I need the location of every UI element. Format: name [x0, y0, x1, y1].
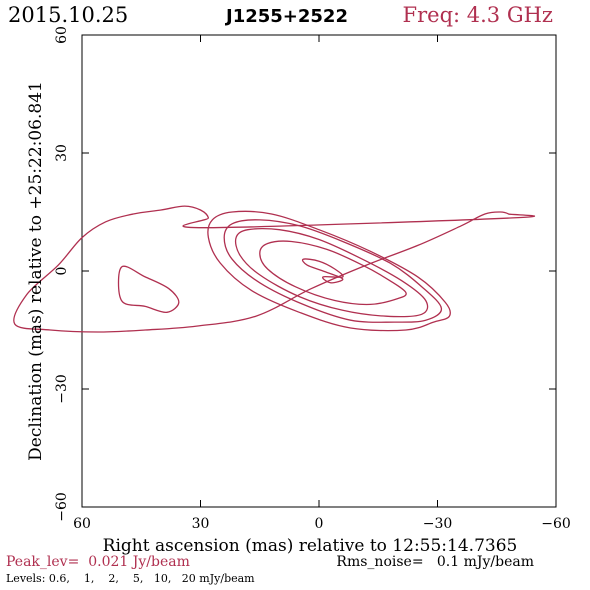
x-tick-label: −60: [541, 516, 571, 532]
contour-lines: [13, 205, 535, 333]
contour-line: [301, 258, 344, 284]
y-tick-label: 0: [54, 267, 70, 276]
rms-noise: Rms_noise= 0.1 mJy/beam: [336, 554, 534, 570]
y-tick-label: 60: [54, 26, 70, 44]
observation-date: 2015.10.25: [8, 3, 128, 27]
x-tick-label: 30: [192, 516, 210, 532]
contour-line: [223, 219, 443, 323]
y-axis-label: Declination (mas) relative to +25:22:06.…: [26, 81, 46, 461]
contour-line: [207, 210, 452, 332]
y-tick-label: 30: [54, 144, 70, 162]
peak-level: Peak_lev= 0.021 Jy/beam: [6, 554, 190, 570]
source-name: J1255+2522: [224, 6, 348, 27]
contour-levels: Levels: 0.6, 1, 2, 5, 10, 20 mJy/beam: [6, 572, 255, 585]
frequency-label: Freq: 4.3 GHz: [403, 3, 553, 27]
contour-line: [234, 227, 429, 318]
x-tick-label: −30: [423, 516, 453, 532]
x-tick-labels: 60 30 0 −30 −60: [73, 516, 571, 532]
y-tick-label: −60: [54, 492, 70, 522]
x-axis-label: Right ascension (mas) relative to 12:55:…: [103, 536, 518, 556]
contour-line: [259, 240, 407, 306]
contour-line: [13, 205, 535, 333]
y-tick-labels: −60 −30 0 30 60: [54, 26, 70, 522]
y-tick-label: −30: [54, 374, 70, 404]
x-tick-label: 0: [315, 516, 324, 532]
axis-ticks: [81, 34, 557, 508]
x-tick-label: 60: [73, 516, 91, 532]
contour-line: [117, 265, 180, 313]
